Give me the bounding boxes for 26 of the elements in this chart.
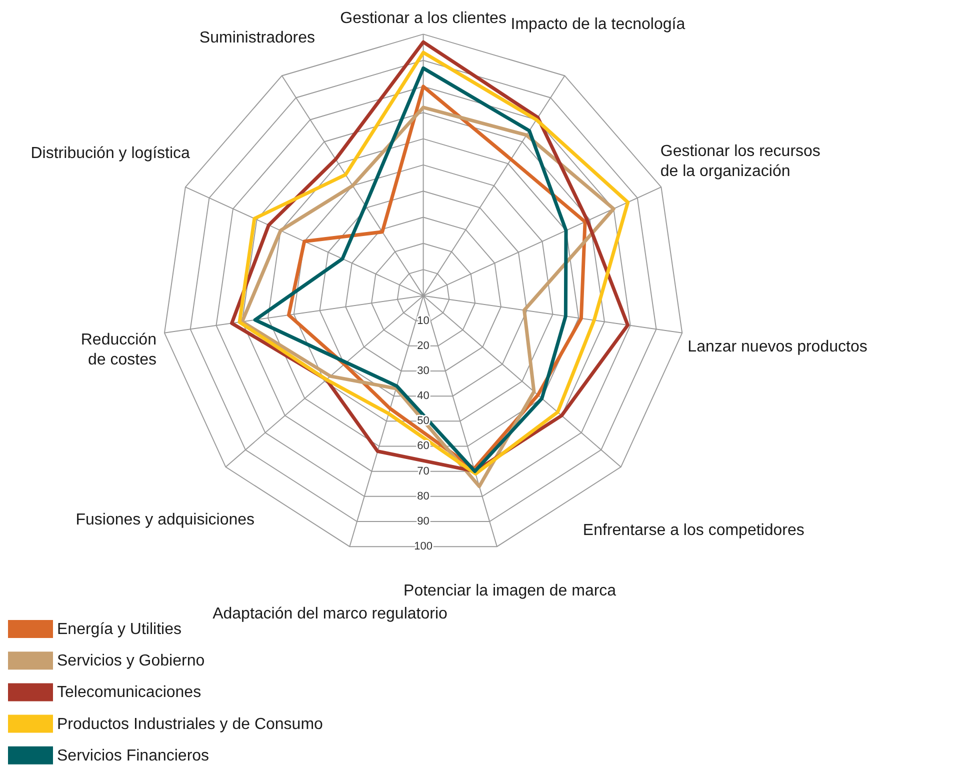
spoke-label: Gestionar los recursos de la organización xyxy=(660,142,820,180)
y-tick-label: 90 xyxy=(417,516,430,528)
spoke-label: Lanzar nuevos productos xyxy=(688,338,868,356)
legend-label: Energía y Utilities xyxy=(57,621,182,638)
legend-label: Servicios Financieros xyxy=(57,747,210,764)
y-tick-label: 10 xyxy=(417,314,430,327)
y-tick-label: 50 xyxy=(417,415,430,428)
legend-label: Productos Industriales y de Consumo xyxy=(57,716,324,733)
y-tick-label: 20 xyxy=(417,340,430,352)
legend-label: Telecomunicaciones xyxy=(57,684,202,702)
spoke-label: Impacto de la tecnología xyxy=(510,16,686,33)
spoke-label: Reducción de costes xyxy=(80,332,156,368)
spoke-label: Potenciar la imagen de marca xyxy=(404,582,616,600)
spoke-label: Suministradores xyxy=(199,29,316,46)
y-tick-label: 70 xyxy=(417,465,430,478)
spoke-label: Fusiones y adquisiciones xyxy=(76,511,255,528)
y-tick-label: 40 xyxy=(417,390,430,402)
y-tick-label: 80 xyxy=(417,490,430,502)
legend-label: Servicios y Gobierno xyxy=(57,652,205,670)
y-tick-label: 60 xyxy=(417,440,430,452)
spoke-label: Enfrentarse a los competidores xyxy=(582,522,804,539)
spoke-label: Adaptación del marco regulatorio xyxy=(212,605,448,622)
y-tick-label: 100 xyxy=(414,540,432,553)
spoke-label: Distribución y logística xyxy=(30,144,190,162)
spoke-label: Gestionar a los clientes xyxy=(340,10,506,28)
y-tick-label: 30 xyxy=(417,364,430,377)
